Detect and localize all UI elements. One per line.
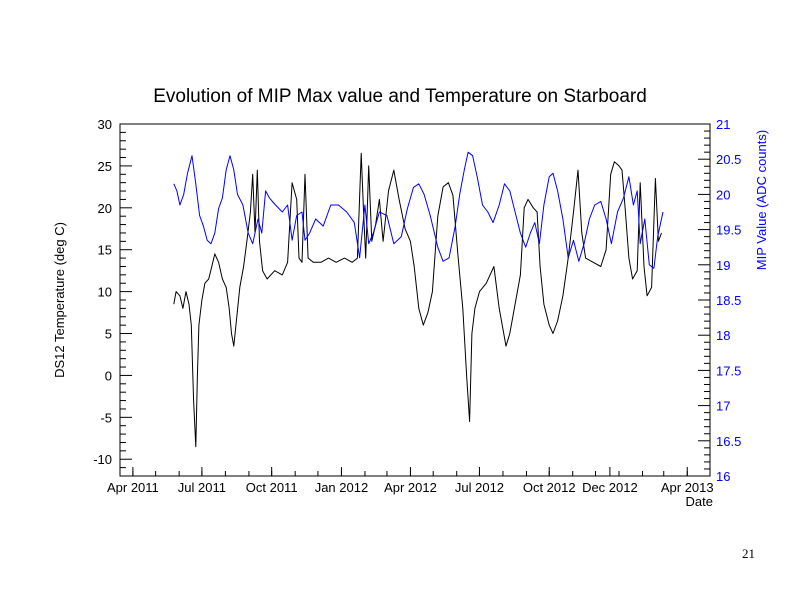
y-axis-left: -10 -5 0 5 10 15 20 25 30: [93, 117, 132, 477]
y-left-tick-label: 0: [105, 368, 112, 383]
y-right-tick-label: 18.5: [716, 293, 741, 308]
x-tick-label: Jan 2012: [315, 480, 369, 495]
series-layer: [173, 151, 664, 448]
y-left-tick-label: 10: [98, 285, 112, 300]
y-left-tick-label: 20: [98, 201, 112, 216]
x-axis: Apr 2011 Jul 2011 Oct 2011 Jan 2012 Apr 2012…: [107, 467, 714, 495]
slide-number: 21: [742, 546, 755, 561]
y-axis-right-label: MIP Value (ADC counts): [754, 130, 769, 270]
y-right-tick-label: 17: [716, 399, 730, 414]
mip-value-series-line: [173, 151, 664, 269]
y-right-tick-label: 17.5: [716, 363, 741, 378]
y-right-tick-label: 19.5: [716, 223, 741, 238]
x-tick-label: Jul 2011: [178, 480, 226, 495]
y-right-tick-label: 20.5: [716, 152, 741, 167]
x-tick-label: Apr 2012: [384, 480, 437, 495]
x-axis-label: Date: [686, 494, 713, 509]
x-tick-label: Dec 2012: [582, 480, 638, 495]
y-right-tick-label: 19: [716, 258, 730, 273]
plot-frame: [119, 123, 711, 477]
chart-title: Evolution of MIP Max value and Temperatu…: [153, 86, 647, 107]
x-tick-label: Oct 2012: [523, 480, 576, 495]
x-tick-label: Oct 2011: [246, 480, 298, 495]
y-left-tick-label: 25: [98, 159, 112, 174]
y-right-tick-label: 16: [716, 469, 730, 484]
y-right-tick-label: 20: [716, 187, 730, 202]
temperature-series-line: [173, 152, 662, 448]
y-left-tick-label: 15: [98, 243, 112, 258]
y-axis-left-label: DS12 Temperature (deg C): [52, 222, 67, 378]
y-right-tick-label: 18: [716, 328, 730, 343]
y-axis-right: 16 16.5 17 17.5 18 18.5 19 19.5 20 20.5 21: [698, 117, 741, 484]
x-tick-label: Apr 2011: [107, 480, 159, 495]
x-tick-label: Jul 2012: [455, 480, 504, 495]
y-left-tick-label: -5: [100, 410, 112, 425]
x-tick-label: Apr 2013: [661, 480, 714, 495]
y-left-tick-label: 30: [98, 117, 112, 132]
y-right-tick-label: 16.5: [716, 434, 741, 449]
y-left-tick-label: 5: [105, 327, 112, 342]
y-right-tick-label: 21: [716, 117, 730, 132]
y-left-tick-label: -10: [93, 452, 112, 467]
